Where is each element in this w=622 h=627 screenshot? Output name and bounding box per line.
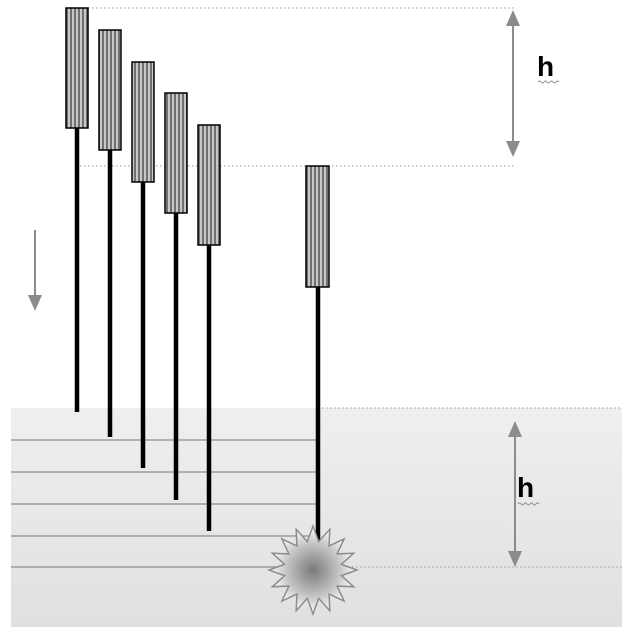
top-height-label-underline [537, 80, 560, 84]
weight-6 [305, 165, 330, 288]
top-height-arrow [506, 10, 520, 157]
down-arrow-icon [28, 230, 42, 311]
top-height-label: h [537, 51, 554, 82]
bottom-height-label-underline [517, 502, 540, 506]
weight-3 [131, 61, 155, 183]
starburst-icon [266, 523, 360, 617]
ground-layer-lines [11, 439, 318, 568]
weight-4 [164, 92, 188, 214]
weight-5 [197, 124, 221, 246]
weights [65, 7, 330, 288]
rods [74, 128, 321, 540]
bottom-height-arrow [508, 421, 522, 567]
weight-2 [98, 29, 122, 151]
bottom-height-label: h [517, 472, 534, 503]
weight-1 [65, 7, 89, 129]
